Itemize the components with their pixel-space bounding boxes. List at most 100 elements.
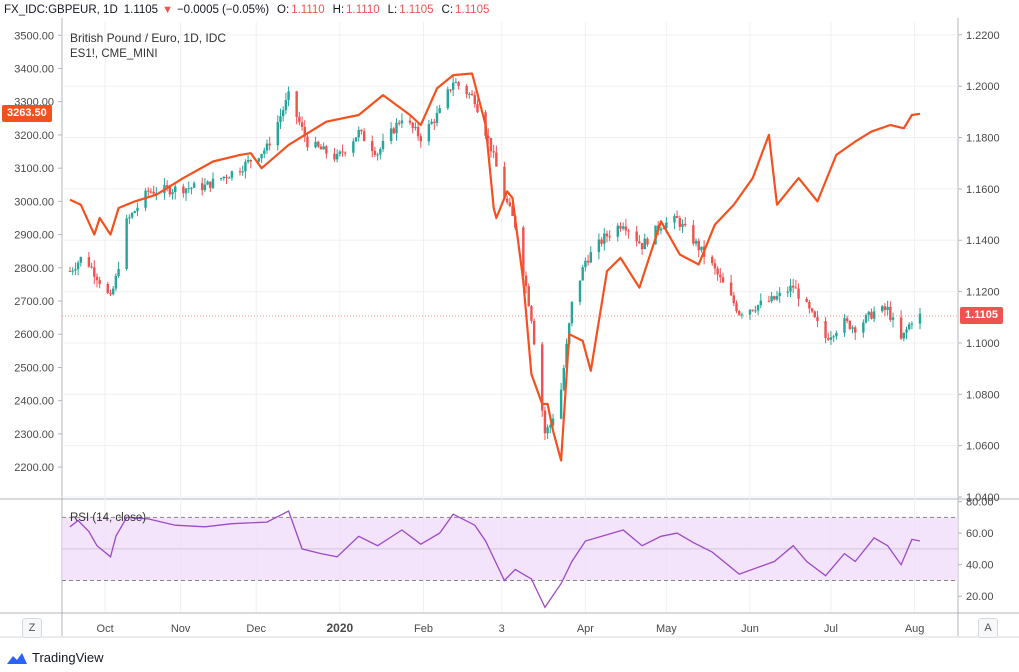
- candle-up: [171, 192, 174, 195]
- candle-up: [851, 327, 854, 329]
- candle-down: [98, 280, 101, 285]
- candle-up: [230, 171, 234, 178]
- candle-down: [489, 137, 493, 152]
- candle-up: [244, 161, 247, 172]
- candle-up: [643, 238, 646, 250]
- candle-down: [495, 152, 498, 167]
- candle-up: [427, 124, 431, 142]
- candle-down: [678, 218, 682, 227]
- candle-down: [505, 198, 509, 203]
- time-axis-tick-label: Nov: [171, 623, 191, 635]
- candle-up: [246, 159, 250, 162]
- candle-down: [149, 191, 153, 193]
- candle-down: [845, 318, 849, 321]
- candle-down: [371, 141, 374, 151]
- candle-down: [635, 231, 638, 242]
- candle-down: [392, 128, 396, 134]
- candle-down: [325, 146, 328, 154]
- candle-up: [354, 137, 358, 142]
- candle-down: [600, 239, 603, 244]
- candle-up: [130, 212, 134, 218]
- candle-up: [144, 190, 147, 208]
- candle-up: [125, 218, 128, 269]
- rsi-axis-tick-label: 40.00: [966, 560, 994, 572]
- candle-up: [659, 228, 663, 231]
- candle-down: [624, 226, 628, 231]
- candle-down: [508, 202, 512, 207]
- candle-down: [524, 275, 528, 287]
- right-axis-tick-label: 1.0800: [966, 389, 1000, 401]
- candle-down: [824, 321, 827, 339]
- candle-down: [816, 317, 819, 322]
- main-series-legend[interactable]: British Pound / Euro, 1D, IDC: [70, 31, 227, 45]
- high-label: H:: [332, 4, 345, 16]
- candle-up: [905, 329, 908, 333]
- candle-up: [549, 425, 552, 428]
- candle-down: [675, 215, 679, 219]
- left-axis-tick-label: 2800.00: [14, 263, 54, 275]
- left-axis-tick-label: 3500.00: [14, 30, 54, 42]
- candle-up: [862, 322, 865, 333]
- candle-down: [794, 287, 798, 289]
- candle-up: [829, 337, 833, 340]
- candle-down: [605, 233, 609, 237]
- candle-up: [192, 183, 196, 188]
- candle-up: [559, 389, 563, 419]
- candle-up: [222, 176, 226, 179]
- candle-down: [300, 122, 304, 127]
- candle-down: [362, 131, 366, 142]
- candle-up: [902, 332, 906, 339]
- left-axis-tick-label: 2200.00: [14, 462, 54, 474]
- tradingview-brand[interactable]: TradingView: [6, 650, 104, 665]
- candle-down: [721, 277, 725, 283]
- candle-up: [570, 301, 574, 324]
- right-axis-tick-label: 1.1200: [966, 287, 1000, 299]
- rsi-legend[interactable]: RSI (14, close): [70, 512, 147, 524]
- overlay-series-legend[interactable]: ES1!, CME_MINI: [70, 48, 158, 60]
- candle-down: [476, 104, 479, 113]
- candle-down: [735, 303, 738, 312]
- candle-down: [732, 295, 736, 304]
- candle-up: [400, 120, 404, 124]
- candle-up: [565, 343, 568, 369]
- auto-scale-button[interactable]: A: [978, 618, 998, 638]
- candle-up: [872, 311, 876, 319]
- candle-up: [128, 217, 131, 219]
- candle-down: [608, 236, 611, 238]
- price-change: −0.0005 (−0.05%): [176, 4, 270, 16]
- right-axis-tick-label: 1.1800: [966, 133, 1000, 145]
- candle-down: [899, 317, 903, 339]
- candle-up: [754, 310, 757, 312]
- candle-down: [870, 311, 873, 319]
- candle-down: [93, 267, 96, 277]
- timezone-toggle-button[interactable]: Z: [22, 618, 42, 638]
- candle-down: [848, 320, 852, 329]
- candle-up: [756, 305, 760, 311]
- left-axis-tick-label: 3200.00: [14, 130, 54, 142]
- candle-up: [260, 153, 263, 159]
- candle-down: [465, 85, 468, 95]
- down-triangle-icon: ▼: [162, 4, 173, 16]
- candle-up: [454, 82, 458, 84]
- candle-down: [152, 191, 155, 194]
- candle-up: [681, 223, 684, 227]
- candle-down: [487, 135, 490, 138]
- candle-down: [95, 276, 99, 281]
- candle-down: [449, 89, 452, 91]
- candle-down: [692, 225, 695, 244]
- candle-up: [759, 300, 763, 306]
- candle-up: [263, 150, 266, 154]
- candle-down: [511, 206, 514, 216]
- candle-down: [298, 116, 301, 123]
- candle-down: [87, 257, 91, 267]
- candle-down: [238, 171, 242, 173]
- left-axis-tick-label: 3000.00: [14, 196, 54, 208]
- symbol-title[interactable]: FX_IDC:GBPEUR, 1D: [4, 4, 118, 16]
- time-axis-tick-label: 2020: [326, 621, 353, 635]
- candle-up: [864, 314, 868, 323]
- time-axis-tick-label: Aug: [905, 623, 925, 635]
- high-value: 1.1110: [346, 4, 380, 16]
- candle-down: [344, 152, 347, 154]
- candle-up: [117, 268, 120, 276]
- candle-down: [492, 151, 495, 153]
